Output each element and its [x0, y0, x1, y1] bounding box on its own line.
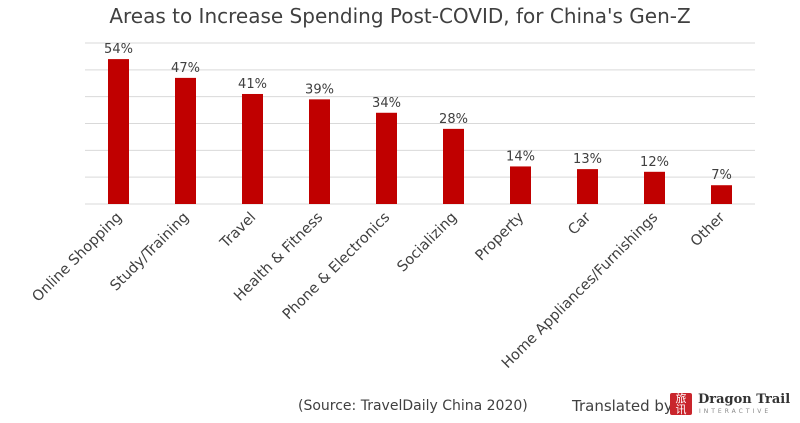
category-label: Property	[473, 209, 528, 264]
data-label: 13%	[573, 152, 602, 167]
bar	[510, 166, 531, 204]
bar	[175, 77, 196, 204]
data-label: 12%	[640, 155, 669, 170]
bar	[443, 128, 464, 204]
bar	[577, 169, 598, 204]
data-label: 41%	[238, 77, 267, 92]
data-label: 14%	[506, 149, 535, 164]
category-label: Socializing	[395, 210, 461, 276]
bar	[711, 185, 732, 204]
category-label: Car	[565, 209, 594, 238]
logo-sub: INTERACTIVE	[699, 408, 772, 415]
bar	[376, 112, 397, 204]
translated-by: Translated by	[572, 397, 673, 415]
chart-title: Areas to Increase Spending Post-COVID, f…	[109, 4, 691, 28]
logo-brand: Dragon Trail	[698, 392, 791, 407]
dragon-trail-logo-icon: 旅讯	[670, 393, 692, 415]
data-label: 39%	[305, 82, 334, 97]
bar	[242, 93, 263, 204]
bar	[309, 99, 330, 204]
bar	[108, 59, 129, 204]
data-label: 7%	[711, 168, 732, 183]
category-label: Other	[688, 209, 728, 249]
data-label: 28%	[439, 112, 468, 127]
source-note: (Source: TravelDaily China 2020)	[298, 398, 528, 414]
data-label: 47%	[171, 61, 200, 76]
data-label: 34%	[372, 96, 401, 111]
category-label: Online Shopping	[30, 210, 126, 306]
bar	[644, 171, 665, 204]
category-label: Travel	[217, 210, 260, 253]
data-label: 54%	[104, 42, 133, 57]
